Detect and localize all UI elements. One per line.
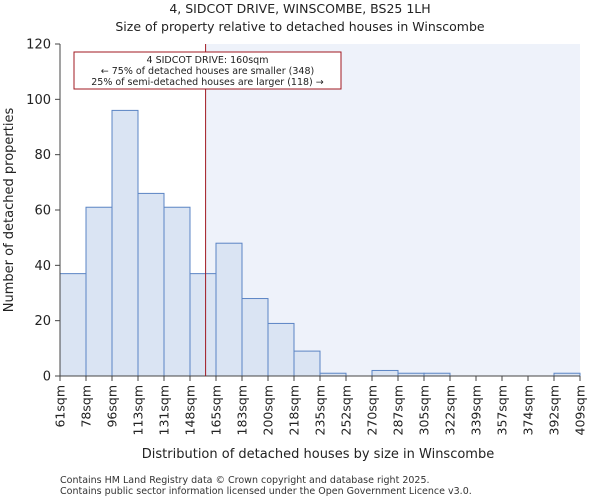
x-tick-label: 357sqm [495, 385, 510, 435]
bar-96sqm [111, 109, 139, 377]
annotation-line-1: 4 SIDCOT DRIVE: 160sqm [147, 55, 269, 66]
bar-148sqm [189, 273, 217, 377]
x-tick-label: 409sqm [573, 385, 588, 435]
x-tick-label: 339sqm [469, 385, 484, 435]
x-tick-label: 78sqm [79, 385, 94, 428]
chart-title: 4, SIDCOT DRIVE, WINSCOMBE, BS25 1LH [169, 1, 430, 16]
x-tick-label: 113sqm [131, 385, 146, 435]
annotation-line-2: ← 75% of detached houses are smaller (34… [101, 66, 314, 77]
annotation-line-3: 25% of semi-detached houses are larger (… [91, 77, 324, 88]
x-tick-label: 252sqm [339, 385, 354, 435]
annotation-box: 4 SIDCOT DRIVE: 160sqm ← 75% of detached… [73, 51, 342, 90]
x-tick-label: 287sqm [391, 385, 406, 435]
x-tick-label: 322sqm [443, 385, 458, 435]
bar-270sqm [371, 369, 399, 377]
x-tick-label: 235sqm [313, 385, 328, 435]
y-tick-label: 100 [26, 93, 51, 108]
x-tick-label: 148sqm [183, 385, 198, 435]
y-ticks-group: 0 20 40 60 80 100 120 [26, 38, 60, 385]
x-tick-label: 200sqm [261, 385, 276, 435]
x-tick-label: 165sqm [209, 385, 224, 435]
y-tick-label: 20 [34, 314, 51, 329]
x-tick-label: 96sqm [105, 385, 120, 428]
bar-218sqm [293, 350, 321, 377]
y-tick-label: 120 [26, 38, 51, 53]
x-tick-label: 218sqm [287, 385, 302, 435]
y-axis-label: Number of detached properties [2, 108, 17, 313]
y-tick-label: 0 [43, 370, 51, 385]
y-tick-label: 40 [34, 259, 51, 274]
bar-183sqm [241, 298, 269, 377]
x-axis-label: Distribution of detached houses by size … [142, 447, 494, 462]
x-tick-label: 183sqm [235, 385, 250, 435]
bars-group [59, 109, 581, 377]
x-tick-label: 61sqm [53, 385, 68, 428]
x-tick-label: 305sqm [417, 385, 432, 435]
chart-subtitle: Size of property relative to detached ho… [115, 19, 485, 34]
x-tick-label: 374sqm [521, 385, 536, 435]
bar-131sqm [163, 206, 191, 377]
bar-113sqm [137, 192, 165, 377]
footer-line-2: Contains public sector information licen… [60, 486, 472, 497]
x-tick-label: 131sqm [157, 385, 172, 435]
x-ticks-group: 61sqm 78sqm 96sqm 113sqm 131sqm 148sqm 165sqm 1… [53, 376, 588, 435]
bar-200sqm [267, 322, 295, 377]
x-tick-label: 270sqm [365, 385, 380, 435]
y-tick-label: 60 [34, 204, 51, 219]
annotation-border [73, 51, 342, 90]
x-tick-label: 392sqm [547, 385, 562, 435]
bar-165sqm [215, 242, 243, 377]
y-tick-label: 80 [34, 148, 51, 163]
bar-61sqm [59, 273, 87, 377]
bar-78sqm [85, 206, 113, 377]
footer-line-1: Contains HM Land Registry data © Crown c… [60, 475, 430, 486]
